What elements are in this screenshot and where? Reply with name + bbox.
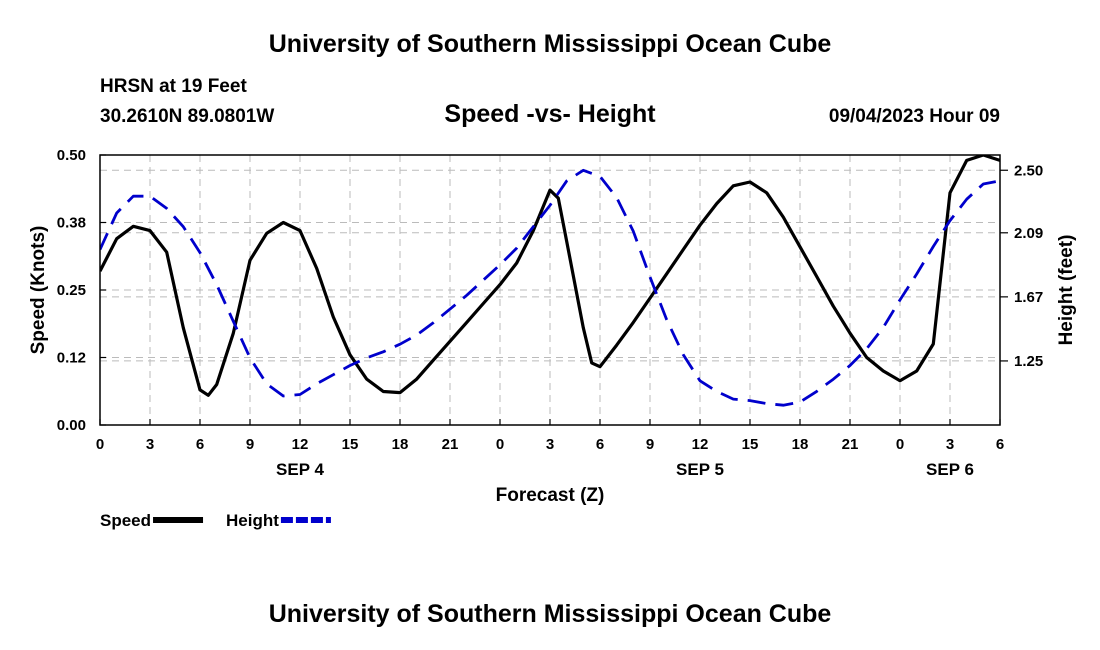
y-right-tick-label: 2.50 bbox=[1014, 162, 1043, 179]
y-left-axis-label: Speed (Knots) bbox=[28, 226, 49, 355]
axis-ticks bbox=[99, 154, 1008, 426]
y-right-tick-label: 1.25 bbox=[1014, 353, 1043, 370]
y-left-tick-label: 0.50 bbox=[57, 147, 86, 164]
footer-title: University of Southern Mississippi Ocean… bbox=[268, 600, 832, 628]
x-tick-label: 12 bbox=[692, 436, 709, 453]
legend: Speed Height bbox=[100, 511, 331, 530]
y-right-tick-label: 1.67 bbox=[1014, 289, 1043, 306]
chart-subtitle: Speed -vs- Height bbox=[444, 100, 656, 128]
x-tick-label: 21 bbox=[442, 436, 459, 453]
axis-labels: 0 3 6 9 12 15 18 21 0 3 6 9 12 15 18 21 0 3 6 SEP 4 SEP 5 SEP… bbox=[28, 147, 1077, 506]
x-tick-label: 9 bbox=[646, 436, 654, 453]
y-left-tick-label: 0.25 bbox=[57, 282, 86, 299]
day-label: SEP 5 bbox=[676, 460, 724, 479]
legend-label-speed: Speed bbox=[100, 511, 151, 530]
chart-title: University of Southern Mississippi Ocean… bbox=[268, 30, 832, 58]
x-tick-label: 6 bbox=[596, 436, 604, 453]
x-tick-label: 15 bbox=[742, 436, 759, 453]
x-tick-label: 3 bbox=[146, 436, 154, 453]
x-tick-label: 0 bbox=[896, 436, 904, 453]
station-label: HRSN at 19 Feet bbox=[100, 76, 247, 97]
series-line-speed bbox=[100, 155, 1000, 397]
x-tick-label: 6 bbox=[196, 436, 204, 453]
x-tick-label: 18 bbox=[792, 436, 809, 453]
x-tick-label: 3 bbox=[946, 436, 954, 453]
legend-label-height: Height bbox=[226, 511, 279, 530]
y-left-tick-label: 0.12 bbox=[57, 350, 86, 367]
x-tick-label: 6 bbox=[996, 436, 1004, 453]
day-label: SEP 4 bbox=[276, 460, 324, 479]
series-lines bbox=[100, 155, 1000, 407]
y-right-tick-label: 2.09 bbox=[1014, 225, 1043, 242]
y-left-tick-label: 0.00 bbox=[57, 417, 86, 434]
x-tick-label: 12 bbox=[292, 436, 309, 453]
x-tick-label: 9 bbox=[246, 436, 254, 453]
y-right-axis-label: Height (feet) bbox=[1056, 235, 1077, 346]
x-tick-label: 3 bbox=[546, 436, 554, 453]
station-coordinates: 30.2610N 89.0801W bbox=[100, 106, 275, 127]
y-left-tick-label: 0.38 bbox=[57, 215, 86, 232]
x-tick-label: 15 bbox=[342, 436, 359, 453]
x-tick-label: 18 bbox=[392, 436, 409, 453]
x-tick-label: 21 bbox=[842, 436, 859, 453]
grid-lines bbox=[100, 154, 1000, 426]
day-label: SEP 6 bbox=[926, 460, 974, 479]
x-axis-label: Forecast (Z) bbox=[496, 485, 605, 506]
series-line-height bbox=[100, 168, 1000, 407]
forecast-datetime: 09/04/2023 Hour 09 bbox=[828, 106, 1000, 127]
x-tick-label: 0 bbox=[96, 436, 104, 453]
x-tick-label: 0 bbox=[496, 436, 504, 453]
